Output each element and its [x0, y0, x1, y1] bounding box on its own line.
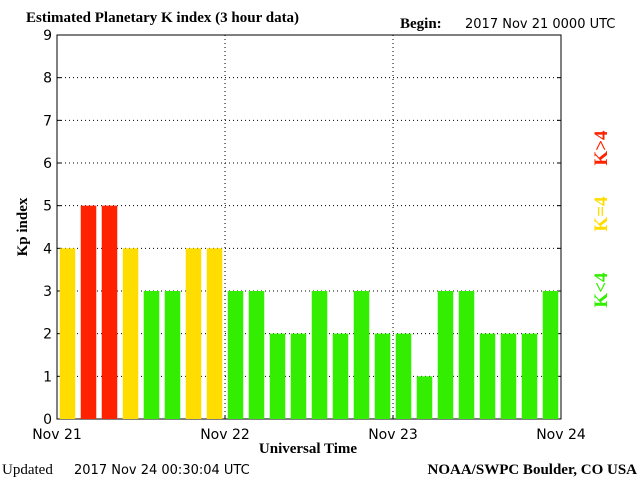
- y-tick-label: 6: [43, 156, 52, 172]
- plot-frame: [56, 34, 562, 420]
- kp-bar: [206, 248, 223, 419]
- x-tick-label: Nov 22: [200, 427, 250, 443]
- source-credit: NOAA/SWPC Boulder, CO USA: [428, 462, 638, 478]
- kp-bar: [479, 333, 496, 419]
- kp-bar: [59, 248, 76, 419]
- kp-bar: [374, 333, 391, 419]
- kp-bar: [122, 248, 139, 419]
- y-tick-label: 3: [43, 284, 52, 300]
- kp-bar: [101, 205, 118, 419]
- kp-bar: [542, 291, 559, 419]
- y-tick-label: 0: [43, 412, 52, 428]
- y-tick-label: 8: [43, 71, 52, 87]
- legend-item-label: K>4: [591, 130, 612, 166]
- x-tick-label: Nov 24: [536, 427, 586, 443]
- kp-bar: [248, 291, 265, 419]
- x-tick-label: Nov 21: [32, 427, 82, 443]
- begin-label: Begin:: [400, 16, 442, 32]
- kp-bar: [80, 205, 97, 419]
- y-tick-label: 5: [43, 199, 52, 215]
- kp-bar: [332, 333, 349, 419]
- kp-bar: [500, 333, 517, 419]
- begin-value: 2017 Nov 21 0000 UTC: [465, 17, 615, 32]
- x-axis-title: Universal Time: [259, 441, 358, 457]
- legend-item-label: K<4: [591, 272, 612, 308]
- y-tick-label: 9: [43, 28, 52, 44]
- legend-item-label: K=4: [591, 196, 612, 232]
- kp-bar: [521, 333, 538, 419]
- kp-bar: [227, 291, 244, 419]
- plot-area: 0 1 2 3 4 5 6 7 8 9 Nov 21 Nov 22 Nov 23 Nov 24: [32, 28, 586, 443]
- legend: K<4 K=4 K>4: [591, 130, 612, 308]
- updated-label: Updated: [2, 462, 53, 478]
- kp-bar: [164, 291, 181, 419]
- kp-bar: [269, 333, 286, 419]
- y-tick-label: 2: [43, 327, 52, 343]
- kp-bar: [416, 376, 433, 419]
- kp-bar: [458, 291, 475, 419]
- kp-bar: [437, 291, 454, 419]
- kp-bar: [353, 291, 370, 419]
- kp-bar: [395, 333, 412, 419]
- kp-bar: [143, 291, 160, 419]
- chart-title: Estimated Planetary K index (3 hour data…: [26, 10, 299, 26]
- kp-bar: [311, 291, 328, 419]
- kp-bar: [185, 248, 202, 419]
- y-axis-title: Kp index: [15, 197, 31, 256]
- x-tick-label: Nov 23: [368, 427, 418, 443]
- y-tick-label: 1: [43, 369, 52, 385]
- kp-bar: [290, 333, 307, 419]
- y-tick-label: 4: [43, 241, 52, 257]
- updated-value: 2017 Nov 24 00:30:04 UTC: [74, 463, 250, 478]
- y-tick-label: 7: [43, 113, 52, 129]
